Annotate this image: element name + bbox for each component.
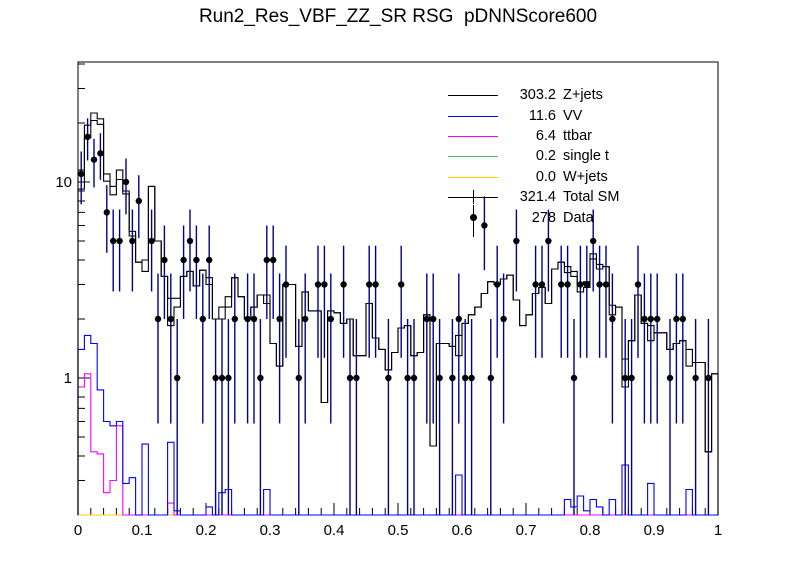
legend-entry-single-t: 0.2 single t: [448, 146, 619, 166]
legend-entry-total-sm: 321.4 Total SM: [448, 187, 619, 207]
legend: 303.2 Z+jets 11.6 VV 6.4 ttbar 0.2 singl…: [448, 85, 619, 237]
legend-swatch-vv: [448, 106, 498, 126]
svg-text:0: 0: [74, 522, 82, 539]
data-marker-icon: [469, 214, 477, 222]
legend-entry-data: 278 Data: [448, 204, 619, 237]
legend-swatch-ttbar: [448, 126, 498, 146]
legend-yield: 11.6: [528, 107, 556, 124]
legend-entry-wjets: 0.0 W+jets: [448, 167, 619, 187]
legend-entry-ttbar: 6.4 ttbar: [448, 126, 619, 146]
svg-text:0.9: 0.9: [644, 522, 665, 539]
legend-swatch-total-sm: [448, 187, 498, 207]
legend-yield: 278: [531, 209, 556, 226]
legend-yield: 303.2: [519, 87, 556, 104]
svg-text:0.4: 0.4: [324, 522, 345, 539]
legend-yield: 0.2: [535, 148, 556, 165]
svg-text:0.2: 0.2: [196, 522, 217, 539]
legend-label: Total SM: [563, 189, 620, 206]
legend-label: Z+jets: [563, 87, 603, 104]
legend-swatch-data: [448, 204, 498, 237]
svg-text:0.7: 0.7: [516, 522, 537, 539]
legend-entry-vv: 11.6 VV: [448, 105, 619, 125]
legend-swatch-wjets: [448, 167, 498, 187]
svg-text:1: 1: [64, 370, 72, 387]
svg-text:0.3: 0.3: [260, 522, 281, 539]
legend-yield: 321.4: [519, 189, 556, 206]
legend-label: VV: [563, 107, 583, 124]
legend-swatch-zjets: [448, 85, 498, 105]
legend-label: ttbar: [563, 127, 593, 144]
svg-text:1: 1: [714, 522, 722, 539]
legend-yield: 0.0: [535, 168, 556, 185]
legend-swatch-single-t: [448, 146, 498, 166]
plot-title: Run2_Res_VBF_ZZ_SR RSG pDNNScore600: [198, 6, 598, 27]
svg-text:0.5: 0.5: [388, 522, 409, 539]
legend-entry-zjets: 303.2 Z+jets: [448, 85, 619, 105]
svg-text:0.1: 0.1: [132, 522, 153, 539]
svg-text:0.6: 0.6: [452, 522, 473, 539]
legend-label: Data: [563, 209, 594, 226]
legend-label: single t: [563, 148, 609, 165]
legend-label: W+jets: [563, 168, 608, 185]
legend-yield: 6.4: [535, 127, 556, 144]
svg-text:10: 10: [55, 174, 72, 191]
svg-text:0.8: 0.8: [580, 522, 601, 539]
